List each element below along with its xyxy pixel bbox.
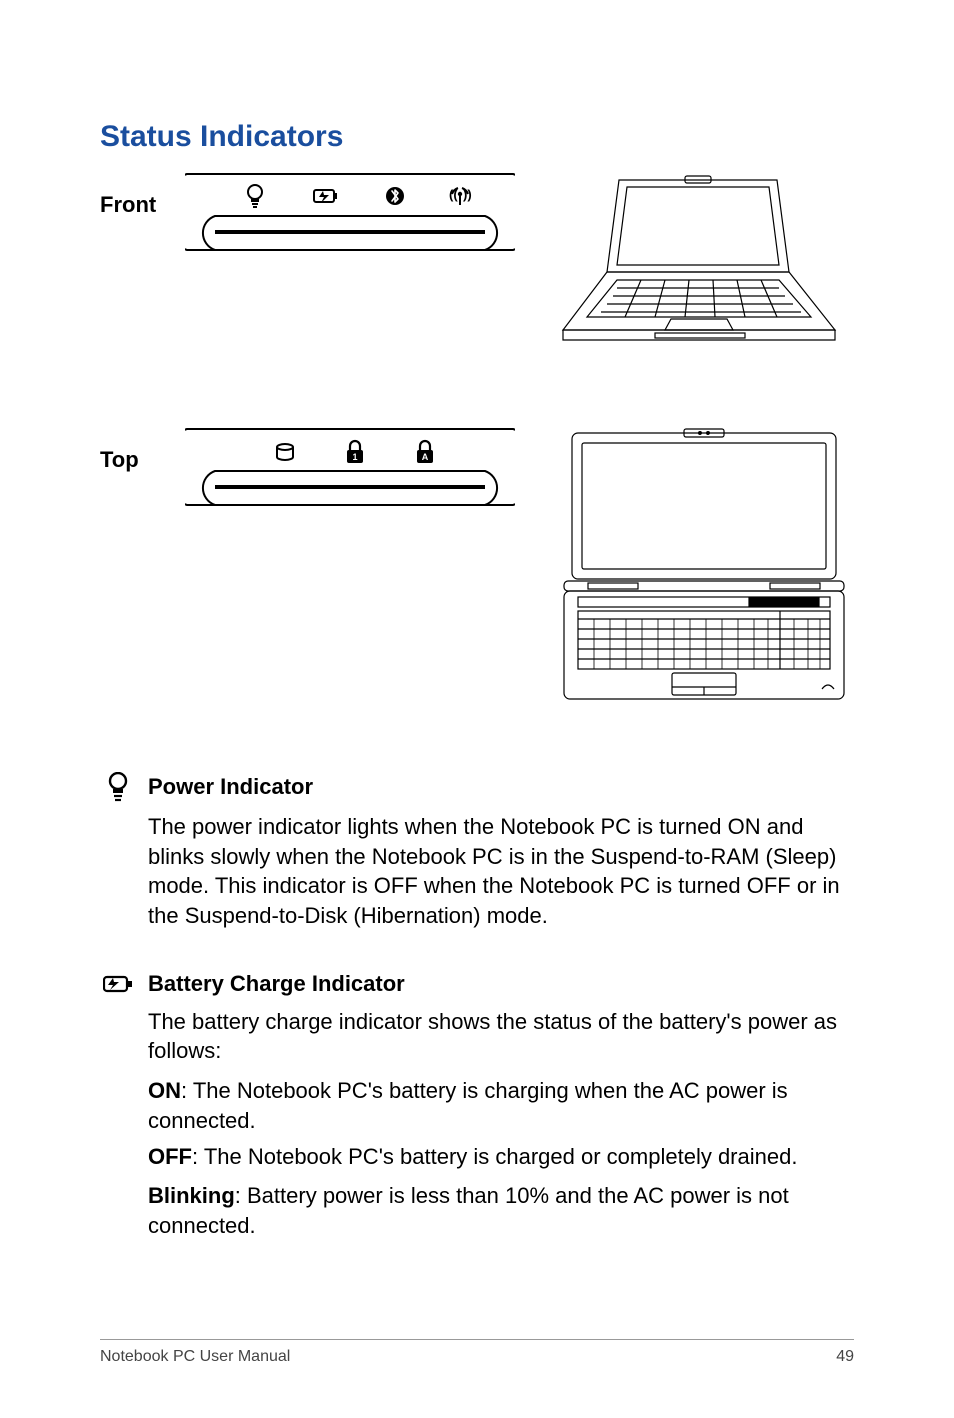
power-icon (248, 185, 262, 207)
battery-blinking-text: : Battery power is less than 10% and the… (148, 1183, 789, 1238)
battery-icon (100, 974, 136, 994)
footer-left: Notebook PC User Manual (100, 1348, 290, 1366)
battery-on-text: : The Notebook PC's battery is charging … (148, 1078, 788, 1133)
top-indicator-pill: 1 A (185, 427, 514, 507)
svg-text:)): )) (463, 187, 472, 202)
page: Status Indicators Front (0, 0, 954, 1418)
top-laptop-illustration (554, 427, 854, 712)
power-indicator-body: The power indicator lights when the Note… (148, 812, 854, 931)
top-row: Top 1 (100, 427, 854, 712)
svg-text:1: 1 (352, 452, 357, 462)
num-lock-icon: 1 (347, 441, 363, 463)
battery-off-line: OFF: The Notebook PC's battery is charge… (148, 1142, 854, 1172)
drive-activity-icon (277, 444, 293, 460)
battery-on-line: ON: The Notebook PC's battery is chargin… (148, 1076, 854, 1135)
power-icon (100, 772, 136, 802)
wireless-icon: (( )) (449, 186, 472, 205)
page-footer: Notebook PC User Manual 49 (100, 1339, 854, 1366)
battery-indicator-title: Battery Charge Indicator (148, 971, 405, 997)
section-title: Status Indicators (100, 120, 854, 154)
power-indicator-heading: Power Indicator (100, 772, 854, 802)
power-indicator-title: Power Indicator (148, 774, 313, 800)
battery-blinking-line: Blinking: Battery power is less than 10%… (148, 1181, 854, 1240)
front-indicator-pill: (( )) (185, 172, 515, 252)
front-row: Front (100, 172, 854, 367)
battery-blinking-label: Blinking (148, 1183, 235, 1208)
svg-text:((: (( (449, 187, 458, 202)
front-laptop-illustration (555, 172, 845, 367)
battery-on-label: ON (148, 1078, 181, 1103)
top-label: Top (100, 427, 185, 473)
battery-off-text: : The Notebook PC's battery is charged o… (192, 1144, 797, 1169)
battery-indicator-heading: Battery Charge Indicator (100, 971, 854, 997)
svg-text:A: A (422, 452, 429, 462)
caps-lock-icon: A (417, 441, 433, 463)
battery-indicator-intro: The battery charge indicator shows the s… (148, 1007, 854, 1066)
battery-icon (314, 190, 337, 203)
battery-off-label: OFF (148, 1144, 192, 1169)
bluetooth-icon (386, 187, 404, 205)
front-label: Front (100, 172, 185, 218)
footer-page-number: 49 (836, 1348, 854, 1366)
